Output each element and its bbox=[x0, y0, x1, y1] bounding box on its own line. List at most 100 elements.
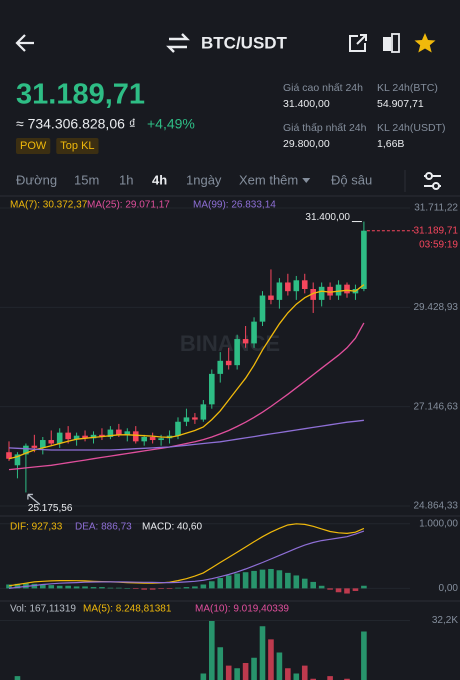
candle-body bbox=[14, 454, 21, 466]
last-price-box bbox=[414, 223, 460, 252]
y-tick-label: 24.864,33 bbox=[414, 501, 459, 512]
charts: 31.711,22 29.428,93 27.146,63 24.864,33 BINA… bbox=[0, 200, 460, 680]
volume-bar bbox=[234, 668, 240, 680]
countdown: 03:59:19 bbox=[419, 239, 458, 250]
macd-bar bbox=[48, 585, 55, 589]
candle-body bbox=[40, 440, 46, 448]
tab[interactable]: Độ sâu bbox=[331, 172, 372, 187]
candle-body bbox=[268, 295, 274, 300]
volume-bar bbox=[327, 676, 333, 680]
indicator-line bbox=[8, 284, 365, 460]
volume-bar bbox=[209, 621, 215, 680]
volume-bar bbox=[14, 676, 21, 680]
macd-bar bbox=[192, 586, 198, 589]
ma-label: MA(99): 26.833,14 bbox=[193, 200, 276, 211]
macd-bar bbox=[73, 586, 80, 589]
macd-bar bbox=[65, 585, 71, 589]
stat-value: 54.907,71 bbox=[377, 98, 424, 110]
last-price: 31.189,71 bbox=[16, 79, 145, 111]
share-button[interactable] bbox=[349, 34, 367, 52]
swap-icon[interactable] bbox=[166, 33, 190, 53]
tab[interactable]: Đường bbox=[16, 172, 57, 187]
candle-body bbox=[141, 436, 147, 442]
macd-bar bbox=[268, 568, 274, 589]
y-tick-label: 29.428,93 bbox=[414, 302, 459, 313]
tab[interactable]: 1h bbox=[119, 172, 133, 187]
macd-bar bbox=[90, 587, 97, 589]
macd-bar bbox=[361, 585, 367, 589]
macd-bar bbox=[310, 581, 316, 589]
dropdown-caret bbox=[302, 178, 311, 183]
last-price-label: 31.189,71 bbox=[414, 225, 459, 236]
stat-label: KL 24h(BTC) bbox=[377, 82, 438, 94]
macd-bar bbox=[56, 585, 63, 589]
tags: POW Top KL bbox=[16, 138, 99, 154]
favorite-button[interactable] bbox=[414, 33, 436, 53]
candle-body bbox=[217, 360, 224, 374]
candle-body bbox=[124, 431, 131, 435]
compare-button[interactable] bbox=[383, 33, 400, 53]
candle-body bbox=[175, 421, 181, 436]
candle-body bbox=[183, 417, 190, 422]
macd-bar bbox=[242, 572, 249, 589]
candle-body bbox=[31, 445, 38, 448]
candle-body bbox=[361, 230, 367, 290]
share-icon bbox=[349, 34, 367, 52]
volume-bar bbox=[242, 663, 249, 680]
volume-bar bbox=[301, 665, 308, 680]
candle-body bbox=[335, 284, 342, 296]
back-button[interactable] bbox=[15, 34, 34, 52]
candle-body bbox=[225, 360, 232, 366]
watermark: BINANCE bbox=[180, 331, 280, 356]
macd-bar bbox=[23, 583, 29, 589]
macd-bar bbox=[234, 573, 240, 589]
candle-body bbox=[301, 280, 308, 290]
candle-body bbox=[107, 429, 114, 437]
tab[interactable]: Xem thêm bbox=[239, 172, 298, 187]
candle-body bbox=[318, 286, 325, 300]
price-change: +4,49% bbox=[147, 116, 195, 132]
tag-label: Top KL bbox=[60, 140, 94, 152]
volume-label: Vol: 167,11319 bbox=[10, 604, 76, 615]
indicator-line bbox=[8, 322, 365, 471]
macd-bar bbox=[200, 584, 207, 589]
macd-bar bbox=[183, 587, 190, 589]
low-marker bbox=[27, 493, 41, 505]
volume-label: MA(5): 8.248,81381 bbox=[83, 604, 172, 615]
volume-bar bbox=[217, 647, 224, 680]
stat-value: 31.400,00 bbox=[283, 98, 330, 110]
candle-body bbox=[310, 289, 316, 300]
candle-body bbox=[200, 404, 207, 420]
settings-knob bbox=[432, 182, 440, 190]
settings-knob bbox=[425, 172, 433, 180]
volume-label: MA(10): 9.019,40339 bbox=[195, 604, 289, 615]
tab[interactable]: 1ngày bbox=[186, 172, 222, 187]
candle-body bbox=[116, 429, 122, 435]
macd-bar bbox=[301, 578, 308, 589]
tag[interactable]: POW bbox=[16, 138, 51, 154]
candle-body bbox=[149, 436, 156, 441]
settings-button[interactable] bbox=[424, 172, 441, 190]
macd-bar bbox=[335, 588, 342, 593]
stat-value: 1,66B bbox=[377, 138, 404, 150]
macd-bar bbox=[99, 587, 105, 589]
macd-bar bbox=[225, 575, 232, 589]
macd-label: DIF: 927,33 bbox=[10, 522, 63, 533]
main-chart: 31.711,22 29.428,93 27.146,63 24.864,33 BINA… bbox=[0, 200, 460, 514]
macd-bar bbox=[149, 588, 156, 590]
candle-body bbox=[259, 295, 266, 322]
macd-bar bbox=[344, 588, 350, 594]
pair-title: BTC/USDT bbox=[201, 33, 288, 52]
candle-body bbox=[327, 286, 333, 296]
macd-bar bbox=[318, 585, 325, 589]
macd-bar bbox=[124, 588, 131, 589]
stat-label: KL 24h(USDT) bbox=[377, 122, 445, 134]
indicator-line bbox=[8, 419, 364, 451]
tab[interactable]: 4h bbox=[152, 172, 167, 187]
tab[interactable]: 15m bbox=[74, 172, 99, 187]
tag[interactable]: Top KL bbox=[56, 138, 99, 154]
tabs: Đường 15m 1h 4h 1ngày Xem thêm Độ sâu bbox=[16, 170, 406, 192]
macd-bar bbox=[209, 581, 215, 589]
candle-body bbox=[82, 435, 88, 439]
macd-bar bbox=[259, 569, 266, 589]
